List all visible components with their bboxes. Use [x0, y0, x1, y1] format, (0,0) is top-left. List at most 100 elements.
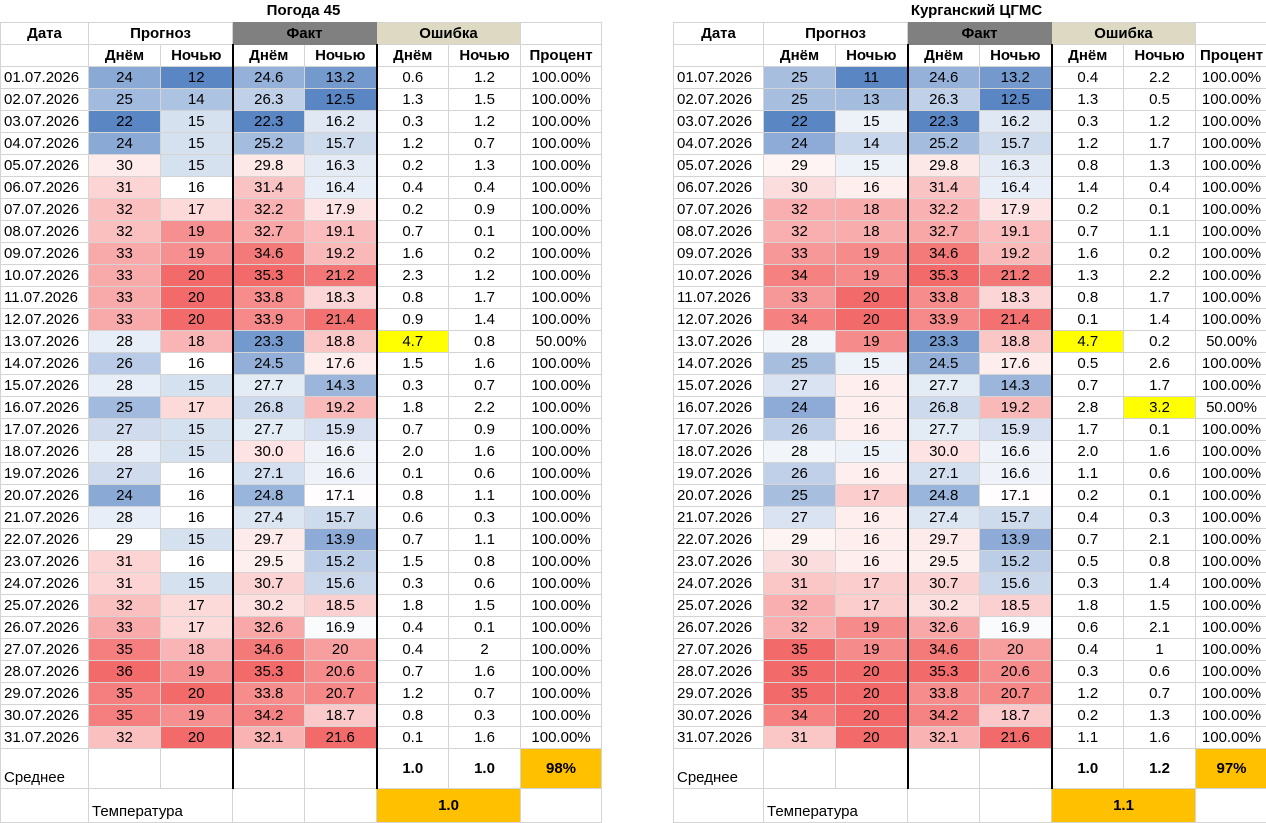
cell-percent[interactable]: 100.00%: [1196, 375, 1266, 397]
cell-percent[interactable]: 100.00%: [521, 221, 602, 243]
cell-error-night[interactable]: 0.8: [1124, 551, 1196, 573]
cell-fact-night[interactable]: 16.9: [980, 617, 1052, 639]
cell-forecast-night[interactable]: 19: [836, 617, 908, 639]
cell-forecast-day[interactable]: 34: [764, 265, 836, 287]
cell-error-night[interactable]: 0.6: [1124, 463, 1196, 485]
cell-fact-night[interactable]: 14.3: [305, 375, 377, 397]
cell-fact-night[interactable]: 20: [980, 639, 1052, 661]
cell-forecast-night[interactable]: 11: [836, 67, 908, 89]
cell-fact-day[interactable]: 35.3: [233, 661, 305, 683]
cell-percent[interactable]: 100.00%: [521, 683, 602, 705]
cell-forecast-day[interactable]: 27: [764, 375, 836, 397]
cell-date[interactable]: 04.07.2026: [1, 133, 89, 155]
cell-error-night[interactable]: 1: [1124, 639, 1196, 661]
cell-date[interactable]: 16.07.2026: [1, 397, 89, 419]
cell-date[interactable]: 28.07.2026: [674, 661, 764, 683]
cell-forecast-day[interactable]: 32: [764, 199, 836, 221]
cell-forecast-night[interactable]: 18: [161, 639, 233, 661]
cell-fact-day[interactable]: 29.8: [233, 155, 305, 177]
cell-date[interactable]: 23.07.2026: [1, 551, 89, 573]
cell-fact-day[interactable]: 23.3: [908, 331, 980, 353]
cell-fact-night[interactable]: 17.1: [980, 485, 1052, 507]
header-forecast[interactable]: Прогноз: [89, 23, 233, 45]
cell-date[interactable]: 17.07.2026: [1, 419, 89, 441]
header-forecast-night[interactable]: Ночью: [836, 45, 908, 67]
cell-error-night[interactable]: 0.3: [449, 705, 521, 727]
cell-error-night[interactable]: 1.2: [449, 265, 521, 287]
cell-percent[interactable]: 100.00%: [1196, 287, 1266, 309]
cell-forecast-night[interactable]: 17: [161, 595, 233, 617]
cell-fact-night[interactable]: 15.6: [980, 573, 1052, 595]
cell-error-day[interactable]: 1.5: [377, 353, 449, 375]
cell-forecast-day[interactable]: 30: [764, 177, 836, 199]
cell-forecast-night[interactable]: 17: [161, 617, 233, 639]
cell-date[interactable]: 24.07.2026: [674, 573, 764, 595]
cell-date[interactable]: 18.07.2026: [674, 441, 764, 463]
cell-empty[interactable]: [764, 749, 836, 789]
cell-error-night[interactable]: 0.7: [449, 375, 521, 397]
cell-error-day[interactable]: 1.4: [1052, 177, 1124, 199]
cell-empty[interactable]: [674, 789, 764, 823]
cell-percent[interactable]: 100.00%: [521, 727, 602, 749]
cell-forecast-day[interactable]: 25: [89, 397, 161, 419]
cell-error-night[interactable]: 0.7: [449, 683, 521, 705]
cell-date[interactable]: 12.07.2026: [1, 309, 89, 331]
cell-forecast-night[interactable]: 18: [836, 199, 908, 221]
cell-forecast-day[interactable]: 33: [89, 309, 161, 331]
cell-forecast-day[interactable]: 33: [89, 265, 161, 287]
cell-fact-night[interactable]: 13.9: [980, 529, 1052, 551]
cell-forecast-night[interactable]: 19: [161, 221, 233, 243]
cell-error-day[interactable]: 1.1: [1052, 463, 1124, 485]
cell-forecast-night[interactable]: 15: [161, 573, 233, 595]
cell-error-night[interactable]: 2: [449, 639, 521, 661]
cell-fact-night[interactable]: 15.7: [980, 507, 1052, 529]
cell-date[interactable]: 24.07.2026: [1, 573, 89, 595]
cell-error-day[interactable]: 0.7: [377, 221, 449, 243]
cell-percent[interactable]: 100.00%: [1196, 67, 1266, 89]
header-error[interactable]: Ошибка: [1052, 23, 1196, 45]
cell-fact-day[interactable]: 33.8: [908, 683, 980, 705]
header-error-day[interactable]: Днём: [1052, 45, 1124, 67]
cell-fact-night[interactable]: 18.7: [980, 705, 1052, 727]
cell-date[interactable]: 06.07.2026: [674, 177, 764, 199]
cell-error-night[interactable]: 0.1: [449, 221, 521, 243]
cell-empty[interactable]: [1196, 789, 1266, 823]
cell-error-day[interactable]: 1.7: [1052, 419, 1124, 441]
cell-error-day[interactable]: 4.7: [377, 331, 449, 353]
cell-date[interactable]: 07.07.2026: [1, 199, 89, 221]
cell-error-night[interactable]: 1.4: [449, 309, 521, 331]
cell-percent[interactable]: 100.00%: [521, 485, 602, 507]
cell-error-night[interactable]: 1.1: [1124, 221, 1196, 243]
cell-percent[interactable]: 50.00%: [1196, 331, 1266, 353]
cell-percent[interactable]: 100.00%: [521, 375, 602, 397]
cell-percent[interactable]: 100.00%: [1196, 353, 1266, 375]
cell-error-day[interactable]: 1.8: [1052, 595, 1124, 617]
cell-fact-day[interactable]: 34.2: [233, 705, 305, 727]
cell-error-night[interactable]: 1.2: [1124, 111, 1196, 133]
cell-error-day[interactable]: 0.3: [377, 375, 449, 397]
cell-percent[interactable]: 100.00%: [521, 177, 602, 199]
cell-percent[interactable]: 100.00%: [1196, 617, 1266, 639]
cell-forecast-day[interactable]: 22: [89, 111, 161, 133]
cell-error-night[interactable]: 1.6: [1124, 727, 1196, 749]
cell-fact-night[interactable]: 15.9: [305, 419, 377, 441]
cell-forecast-day[interactable]: 34: [764, 309, 836, 331]
cell-error-day[interactable]: 0.6: [1052, 617, 1124, 639]
cell-fact-day[interactable]: 24.8: [908, 485, 980, 507]
cell-forecast-night[interactable]: 16: [161, 463, 233, 485]
cell-empty[interactable]: [233, 749, 305, 789]
cell-error-night[interactable]: 0.1: [1124, 199, 1196, 221]
cell-date[interactable]: 25.07.2026: [674, 595, 764, 617]
cell-forecast-day[interactable]: 28: [89, 331, 161, 353]
cell-fact-day[interactable]: 30.7: [233, 573, 305, 595]
cell-date[interactable]: 08.07.2026: [1, 221, 89, 243]
cell-fact-day[interactable]: 35.3: [908, 661, 980, 683]
cell-error-night[interactable]: 0.8: [449, 331, 521, 353]
cell-fact-day[interactable]: 31.4: [233, 177, 305, 199]
cell-fact-day[interactable]: 22.3: [908, 111, 980, 133]
cell-error-day[interactable]: 0.8: [377, 485, 449, 507]
cell-error-day[interactable]: 1.2: [1052, 133, 1124, 155]
cell-error-day[interactable]: 0.2: [1052, 705, 1124, 727]
cell-error-day[interactable]: 1.6: [377, 243, 449, 265]
cell-fact-day[interactable]: 34.6: [908, 243, 980, 265]
